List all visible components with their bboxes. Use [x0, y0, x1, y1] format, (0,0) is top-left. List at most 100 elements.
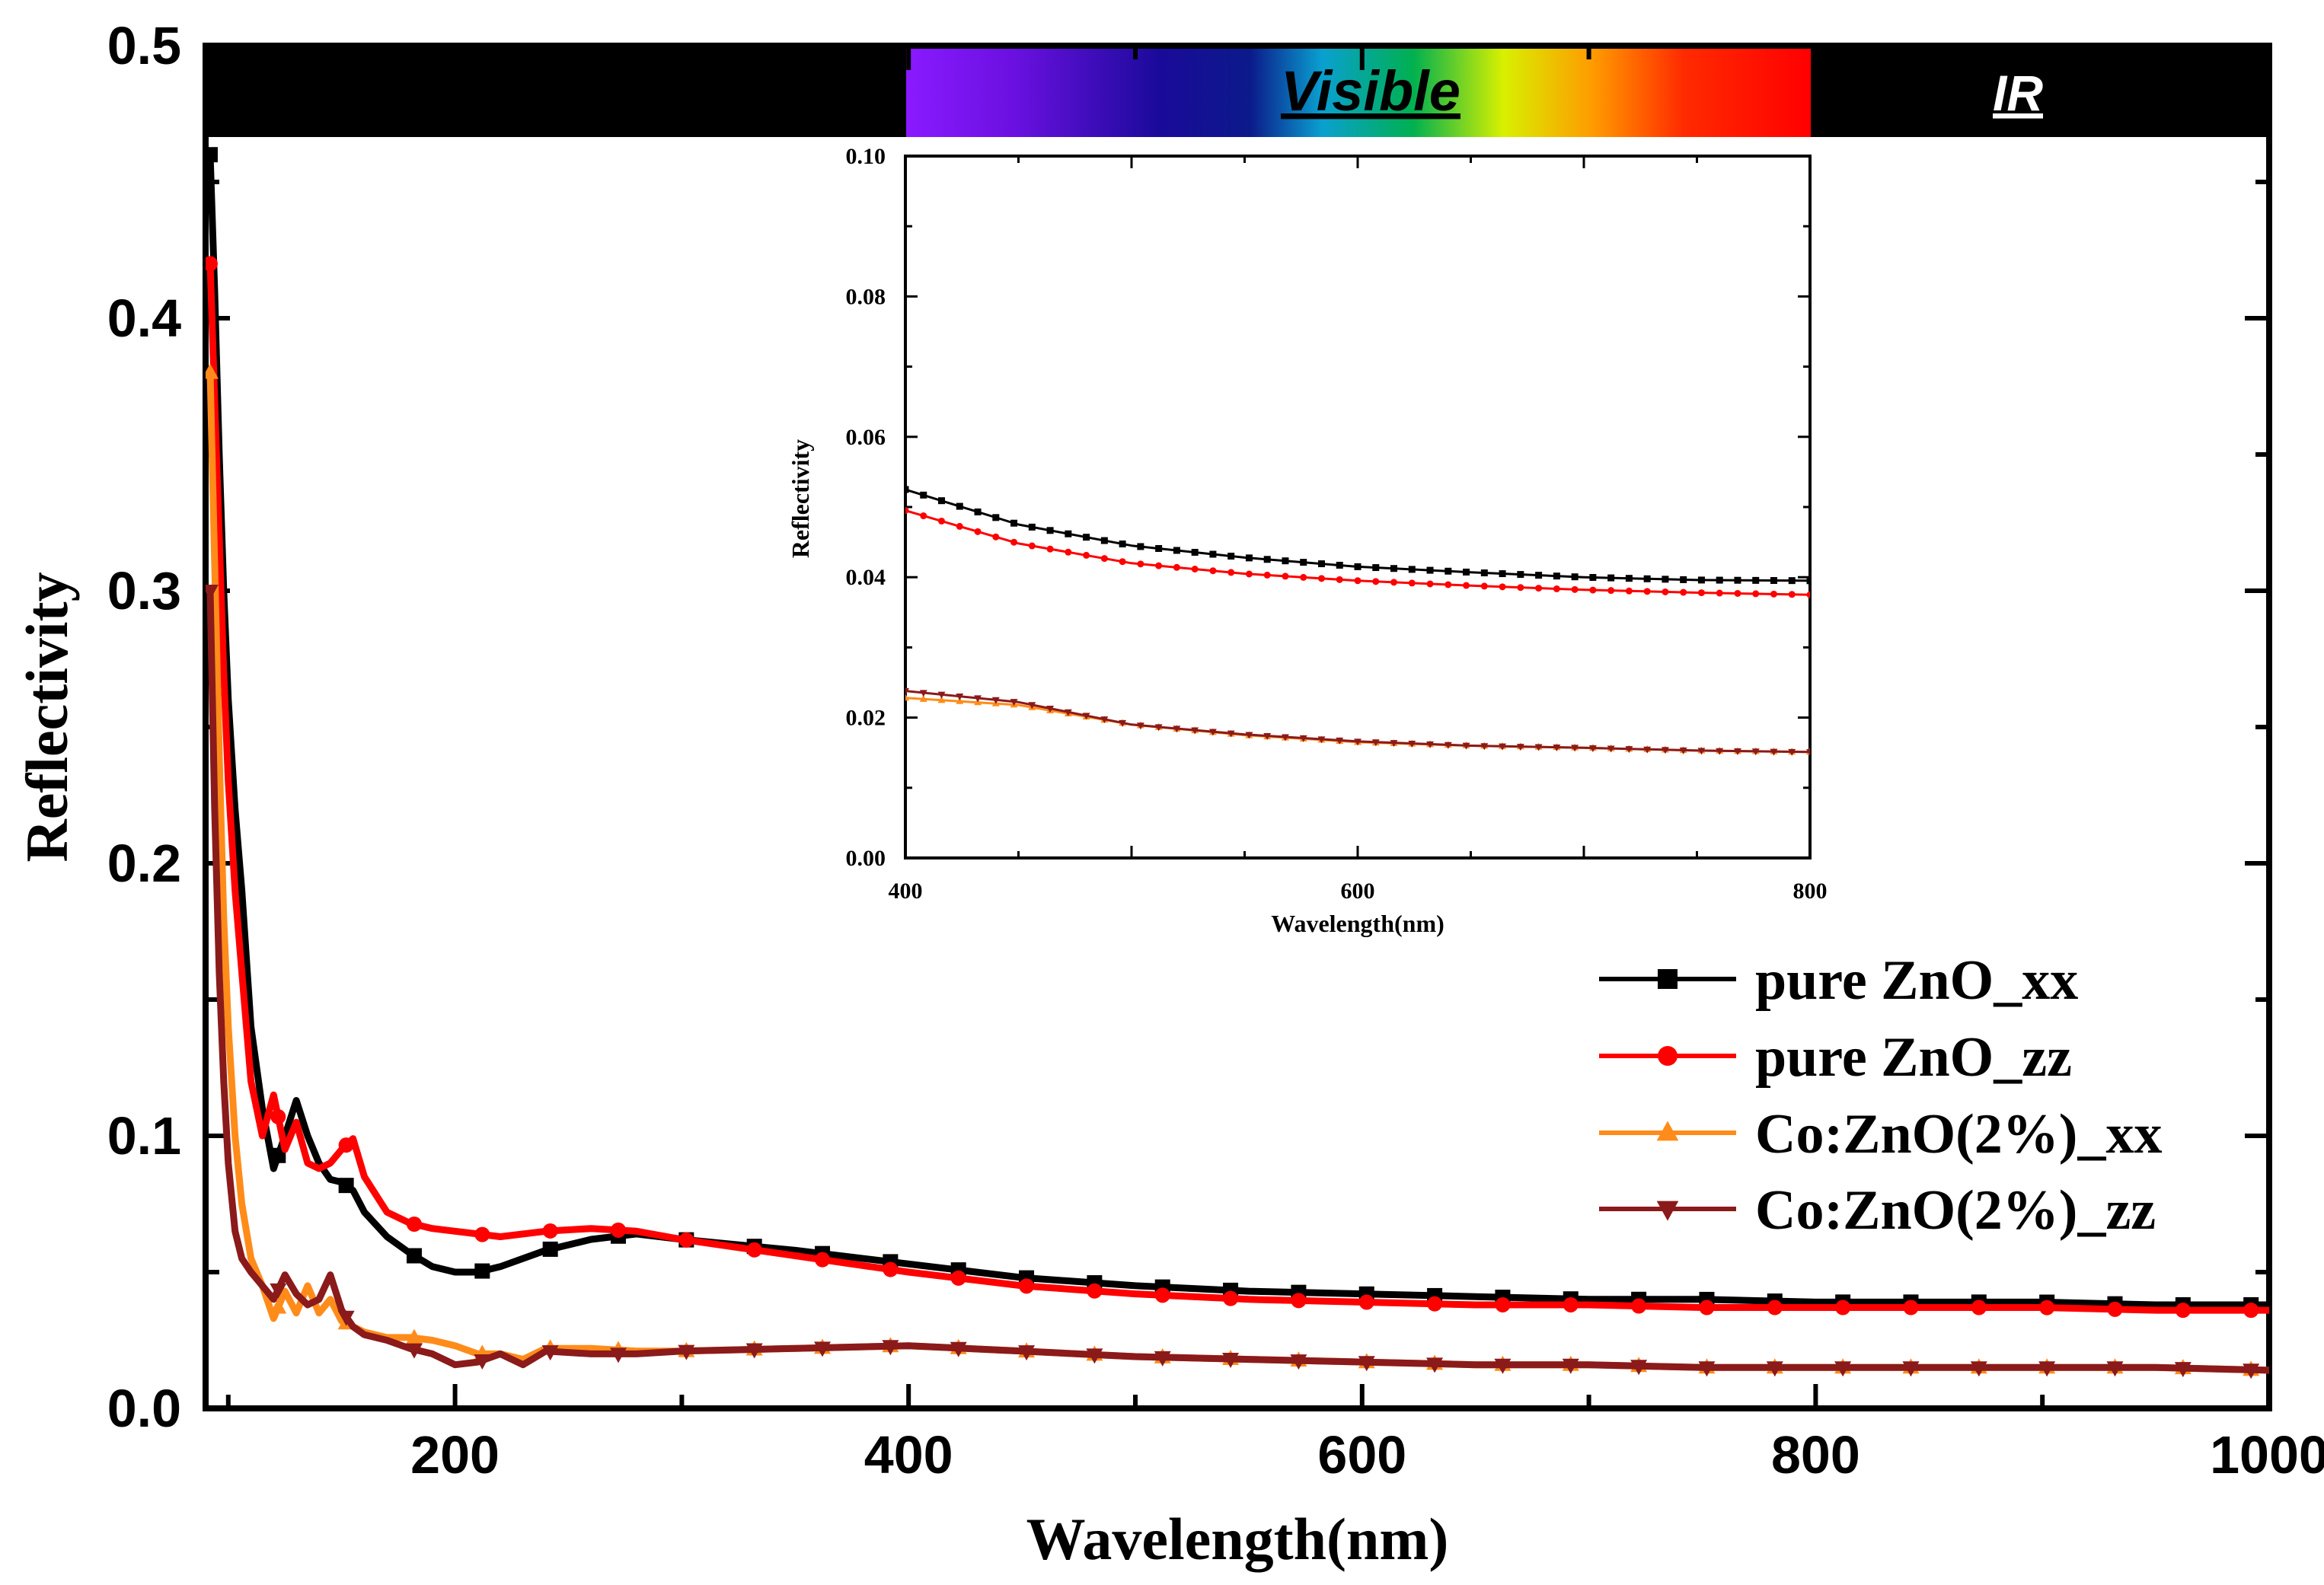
inset-series-marker — [1282, 734, 1289, 741]
inset-series-marker — [1770, 590, 1777, 598]
inset-series-marker — [905, 687, 909, 695]
main-series-marker — [337, 1310, 355, 1326]
legend-label: pure ZnO_xx — [1755, 949, 2078, 1012]
main-series-marker — [1495, 1296, 1511, 1312]
main-series-marker — [1087, 1283, 1103, 1299]
inset-series-marker — [1788, 591, 1796, 598]
y-tick-label: 0.3 — [107, 561, 181, 620]
visible-band-label: Visible — [1281, 59, 1460, 123]
inset-series-marker — [1408, 566, 1416, 573]
main-series-marker — [611, 1222, 626, 1238]
inset-series — [905, 486, 1810, 757]
legend-entry: Co:ZnO(2%)_zz — [1599, 1179, 2156, 1242]
main-series-marker — [1834, 1361, 1852, 1377]
inset-series-marker — [956, 522, 963, 530]
main-series-marker — [1902, 1361, 1920, 1377]
main-series-marker — [542, 1241, 558, 1257]
y-tick-label: 0.5 — [107, 16, 181, 75]
main-series-marker — [2174, 1362, 2192, 1378]
main-series-marker — [406, 1248, 422, 1264]
inset-series-marker — [1137, 543, 1144, 550]
main-series-marker — [1563, 1296, 1579, 1312]
main-series-marker — [2038, 1361, 2056, 1377]
inset-y-tick-label: 0.08 — [846, 284, 886, 309]
inset-series-marker — [1661, 747, 1669, 754]
inset-series-marker — [1263, 732, 1272, 740]
main-series-marker — [541, 1345, 559, 1361]
inset-series-marker — [1354, 577, 1362, 585]
inset-series-marker — [1263, 571, 1271, 579]
inset-series-marker — [1046, 527, 1054, 534]
main-series-marker — [883, 1261, 899, 1277]
main-series-marker — [678, 1344, 695, 1360]
inset-axis-ticks — [904, 155, 1812, 859]
inset-series-marker — [1697, 589, 1705, 597]
inset-series-marker — [1751, 748, 1760, 756]
main-series-marker — [610, 1347, 627, 1363]
inset-series-marker — [1643, 588, 1651, 595]
inset-series-marker — [1499, 743, 1507, 751]
inset-series-marker — [1680, 588, 1687, 596]
inset-series-marker — [905, 507, 909, 515]
inset-series-marker — [1806, 591, 1810, 598]
inset-series-marker — [1480, 582, 1488, 590]
inset-series-marker — [1480, 569, 1488, 577]
legend-marker — [1656, 1121, 1679, 1141]
main-series-marker — [406, 1216, 422, 1232]
inset-series-marker — [1679, 747, 1687, 754]
legend-label: pure ZnO_zz — [1755, 1026, 2072, 1089]
inset-series-marker — [991, 697, 1000, 704]
main-series-marker — [1562, 1358, 1579, 1374]
main-series-marker — [1767, 1300, 1783, 1316]
main-series-line — [206, 263, 2269, 1314]
inset-series-marker — [1588, 745, 1597, 752]
main-series-marker — [270, 1147, 286, 1163]
inset-series-marker — [1716, 748, 1724, 755]
inset-series-marker — [1517, 571, 1524, 579]
main-series-marker — [1426, 1357, 1444, 1373]
inset-series-marker — [1589, 573, 1597, 581]
inset-series-marker — [1227, 569, 1235, 576]
inset-series-marker — [1136, 722, 1144, 730]
inset-series-marker — [1553, 572, 1560, 580]
inset-series-marker — [1065, 548, 1072, 556]
inset-series-marker — [1463, 568, 1470, 576]
inset-series-marker — [1191, 566, 1199, 573]
inset-series-marker — [1155, 562, 1163, 569]
legend-marker — [1658, 1046, 1678, 1066]
main-series-marker — [678, 1232, 694, 1248]
inset-series-marker — [1336, 561, 1343, 569]
inset-series-marker — [956, 694, 964, 701]
uv-band-black — [206, 46, 906, 137]
main-series-marker — [1494, 1358, 1512, 1374]
main-series-marker — [1222, 1352, 1240, 1368]
inset-series-marker — [1083, 534, 1090, 541]
inset-series-marker — [1408, 579, 1416, 587]
legend-entry: pure ZnO_xx — [1599, 949, 2078, 1012]
inset-series-marker — [1155, 544, 1163, 552]
inset-series-marker — [1571, 585, 1579, 593]
y-tick-label: 0.1 — [107, 1106, 181, 1166]
main-series-marker — [1019, 1278, 1035, 1294]
inset-series-marker — [974, 508, 982, 515]
main-series-marker — [1018, 1345, 1036, 1361]
inset-series-marker — [1173, 563, 1180, 571]
inset-series-marker — [1625, 587, 1633, 595]
inset-series-marker — [1445, 581, 1452, 588]
main-series-line — [206, 590, 2269, 1374]
inset-series-marker — [1426, 580, 1434, 588]
main-series-marker — [745, 1343, 763, 1359]
inset-series-0 — [905, 486, 1810, 585]
x-tick-label: 1000 — [2210, 1425, 2324, 1485]
main-series-marker — [405, 1328, 423, 1344]
legend-label: Co:ZnO(2%)_zz — [1755, 1179, 2156, 1242]
inset-series-marker — [905, 694, 909, 701]
inset-series-marker — [920, 512, 927, 520]
main-series-marker — [1154, 1287, 1170, 1303]
x-tick-label: 400 — [864, 1425, 953, 1485]
inset-series-marker — [1426, 741, 1434, 748]
main-series-marker — [474, 1226, 490, 1242]
y-tick-label: 0.2 — [107, 834, 181, 893]
inset-series-marker — [1245, 732, 1253, 739]
main-series-marker — [1903, 1300, 1919, 1316]
